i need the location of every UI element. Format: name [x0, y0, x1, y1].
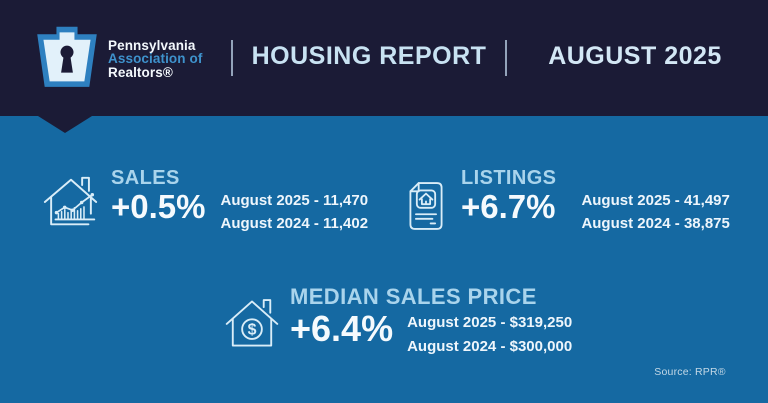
- median-text-block: MEDIAN SALES PRICE +6.4% August 2025 - $…: [290, 285, 572, 359]
- listings-change-value: +6.7%: [461, 188, 556, 225]
- sales-text-block: SALES +0.5%: [111, 167, 206, 235]
- median-detail-lines: August 2025 - $319,250 August 2024 - $30…: [407, 311, 572, 359]
- listings-2025-value: August 2025 - 41,497: [581, 192, 730, 209]
- sales-detail-lines: August 2025 - 11,470 August 2024 - 11,40…: [221, 189, 369, 235]
- stat-listings: LISTINGS +6.7% August 2025 - 41,497 Augu…: [404, 167, 730, 235]
- header-divider-right: [505, 40, 507, 76]
- header-bar: Pennsylvania Association of Realtors® HO…: [0, 0, 768, 116]
- stat-median-sales-price: $ MEDIAN SALES PRICE +6.4% August 2025 -…: [222, 285, 572, 359]
- org-name: Pennsylvania Association of Realtors®: [108, 39, 202, 80]
- median-value-row: +6.4% August 2025 - $319,250 August 2024…: [290, 309, 572, 359]
- sales-change-value: +0.5%: [111, 188, 206, 225]
- org-name-line2: Association of: [108, 51, 203, 67]
- stat-sales: SALES +0.5% August 2025 - 11,470 August …: [40, 167, 368, 235]
- median-change-value: +6.4%: [290, 308, 394, 349]
- listings-label: LISTINGS: [461, 167, 557, 189]
- median-price-house-dollar-icon: $: [225, 299, 279, 347]
- listings-2024-value: August 2024 - 38,875: [581, 215, 730, 232]
- source-attribution: Source: RPR®: [654, 366, 726, 378]
- median-label: MEDIAN SALES PRICE: [290, 284, 537, 309]
- listings-document-house-icon: [409, 182, 443, 230]
- listings-text-block: LISTINGS +6.7%: [461, 167, 556, 235]
- header-notch-triangle: [38, 116, 92, 133]
- keystone-logo-icon: [37, 26, 97, 87]
- org-name-line1: Pennsylvania: [108, 37, 196, 53]
- median-2024-value: August 2024 - $300,000: [407, 338, 573, 355]
- org-logo-group: Pennsylvania Association of Realtors®: [36, 22, 202, 96]
- sales-label: SALES: [111, 167, 180, 189]
- median-2025-value: August 2025 - $319,250: [407, 314, 573, 331]
- sales-house-chart-icon: [43, 176, 98, 226]
- report-title: HOUSING REPORT: [251, 42, 487, 70]
- header-divider-left: [231, 40, 233, 76]
- listings-detail-lines: August 2025 - 41,497 August 2024 - 38,87…: [581, 189, 729, 235]
- sales-2025-value: August 2025 - 11,470: [220, 192, 369, 209]
- org-name-line3: Realtors®: [108, 64, 173, 80]
- sales-2024-value: August 2024 - 11,402: [220, 215, 369, 232]
- report-period: AUGUST 2025: [548, 42, 722, 70]
- dollar-sign-glyph: $: [248, 322, 257, 339]
